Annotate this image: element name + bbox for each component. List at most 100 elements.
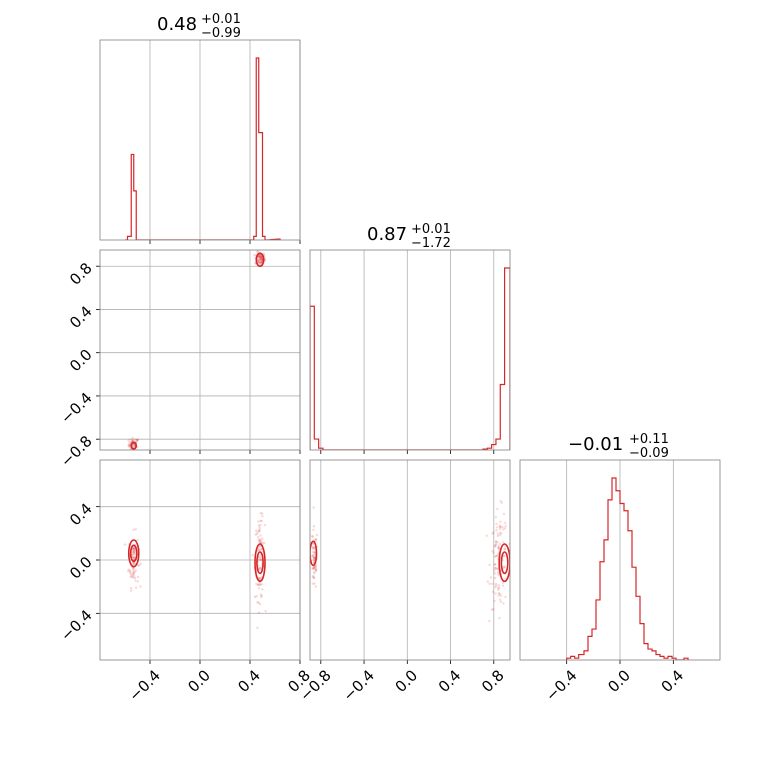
sample-point: [258, 254, 261, 257]
sample-point: [488, 619, 491, 623]
sample-point: [259, 258, 262, 261]
panel-scatter-p1-p0: −0.8 −0.4 0.0 0.4 0.8: [57, 249, 301, 471]
sample-point: [127, 439, 130, 442]
sample-point: [498, 534, 501, 537]
sample-point: [131, 571, 135, 574]
sample-point: [257, 256, 260, 259]
sample-point: [253, 253, 256, 257]
sample-point: [127, 568, 130, 571]
sample-point: [258, 528, 261, 531]
sample-point: [128, 443, 131, 447]
sample-point: [254, 533, 257, 536]
sample-point: [494, 584, 498, 587]
title-hist-p0: 0.48 +0.01 −0.99: [157, 12, 241, 41]
sample-point: [261, 542, 264, 545]
sample-point: [502, 528, 505, 531]
sample-point: [139, 585, 142, 588]
sample-point: [134, 579, 137, 582]
sample-point: [260, 576, 263, 579]
density-contour: [254, 543, 266, 583]
sample-point: [261, 512, 264, 515]
sample-point: [132, 550, 135, 554]
sample-point: [132, 547, 135, 550]
sample-point: [491, 532, 494, 535]
sample-point: [259, 256, 262, 259]
sample-point: [496, 541, 499, 544]
sample-point: [497, 592, 501, 595]
sample-point: [257, 546, 261, 550]
sample-point: [255, 582, 258, 586]
panel-content: [127, 250, 267, 450]
density-contour: [310, 540, 318, 567]
sample-point: [132, 547, 135, 550]
sample-point: [258, 254, 261, 257]
sample-point: [258, 539, 261, 543]
sample-point: [488, 563, 491, 567]
sample-point: [130, 575, 133, 578]
sample-point: [133, 556, 136, 559]
sample-point: [259, 260, 263, 263]
sample-point: [502, 565, 506, 568]
density-contour: [127, 539, 140, 568]
sample-point: [259, 545, 262, 548]
sample-point: [497, 588, 500, 592]
sample-point: [130, 573, 133, 576]
title-lower-error: −1.72: [411, 236, 451, 251]
tick-label-x: 0.0: [392, 666, 422, 696]
sample-point: [255, 595, 258, 598]
sample-point: [491, 582, 494, 585]
tick-label-y: 0.0: [66, 553, 96, 583]
sample-point: [134, 527, 137, 531]
sample-point: [313, 557, 316, 560]
sample-point: [257, 583, 260, 587]
sample-point: [254, 529, 258, 532]
sample-point: [311, 554, 315, 558]
sample-point: [257, 535, 260, 539]
sample-point: [258, 583, 262, 586]
sample-point: [132, 556, 135, 559]
density-contour: [256, 551, 264, 575]
sample-point: [259, 534, 262, 537]
density-contour: [129, 544, 138, 563]
tick-label-y: −0.4: [57, 389, 95, 427]
sample-point: [133, 576, 137, 580]
sample-point: [132, 552, 136, 555]
panel-content: [566, 477, 689, 660]
sample-point: [258, 526, 261, 529]
sample-point: [133, 444, 136, 448]
sample-point: [313, 582, 316, 585]
sample-point: [495, 522, 498, 525]
sample-point: [132, 562, 136, 566]
sample-point: [493, 566, 497, 570]
sample-point: [260, 595, 263, 599]
sample-point: [313, 571, 316, 574]
sample-point: [498, 592, 501, 596]
sample-point: [258, 258, 261, 262]
sample-point: [135, 440, 138, 443]
sample-point: [258, 548, 262, 552]
sample-point: [310, 555, 314, 558]
sample-point: [136, 438, 139, 442]
sample-point: [313, 551, 317, 554]
sample-point: [500, 532, 503, 535]
sample-point: [312, 567, 315, 570]
sample-point: [314, 568, 318, 571]
panel-hist-p2: −0.4 0.0 0.4: [519, 459, 721, 705]
sample-point: [253, 595, 257, 599]
sample-point: [496, 546, 500, 550]
sample-point: [259, 567, 262, 570]
sample-point: [258, 583, 262, 586]
title-value: 0.87: [367, 224, 407, 245]
sample-point: [136, 438, 139, 441]
sample-point: [314, 567, 318, 570]
sample-point: [496, 534, 500, 538]
tick-label-x: 0.4: [435, 666, 465, 696]
sample-point: [136, 438, 140, 442]
tick-label-x: −0.4: [125, 666, 163, 704]
sample-point: [132, 568, 135, 572]
sample-point: [256, 548, 260, 551]
sample-point: [257, 255, 261, 259]
tick-label-x: 0.4: [658, 666, 688, 696]
sample-point: [503, 565, 506, 569]
